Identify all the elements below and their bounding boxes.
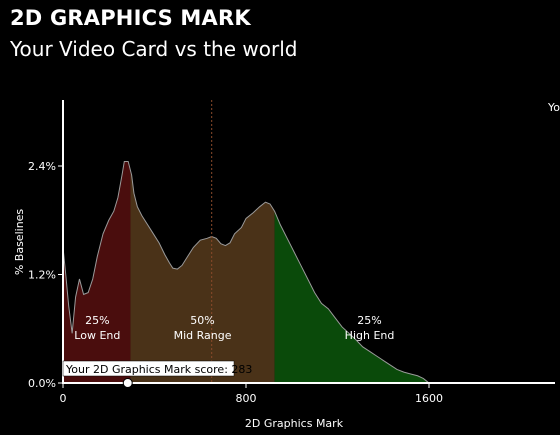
y-tick-label: 1.2%	[28, 269, 56, 282]
page-subtitle: Your Video Card vs the world	[10, 37, 298, 61]
segment-name-label: Low End	[74, 329, 120, 342]
segment-name-label: High End	[345, 329, 395, 342]
x-tick-group: 0 800 1600	[60, 383, 443, 405]
x-axis-title: 2D Graphics Mark	[245, 417, 344, 430]
x-tick-label: 0	[60, 392, 67, 405]
x-tick-label: 800	[236, 392, 257, 405]
score-dot	[122, 378, 133, 388]
segment-areas	[63, 161, 429, 383]
segment-percent-label: 25%	[357, 314, 381, 327]
page-title: 2D GRAPHICS MARK	[10, 6, 251, 30]
segment-area-1	[63, 161, 131, 383]
y-tick-label: 0.0%	[28, 377, 56, 390]
score-label: Your 2D Graphics Mark score: 283	[65, 363, 252, 376]
score-marker: Your 2D Graphics Mark score: 283	[62, 360, 252, 388]
segment-percent-label: 50%	[190, 314, 214, 327]
segment-label-group: 25% Low End 50% Mid Range 25% High End	[74, 314, 394, 342]
y-axis-title: % Baselines	[13, 209, 26, 276]
segment-name-label: Mid Range	[174, 329, 232, 342]
x-tick-label: 1600	[415, 392, 443, 405]
distribution-curve	[62, 160, 430, 384]
segment-area-3	[274, 211, 429, 383]
y-tick-group: 0.0% 1.2% 2.4%	[28, 160, 63, 390]
score-box	[62, 360, 235, 377]
clipped-legend-label: Yo	[548, 101, 560, 114]
segment-percent-label: 25%	[85, 314, 109, 327]
y-tick-label: 2.4%	[28, 160, 56, 173]
segment-area-2	[130, 170, 275, 383]
